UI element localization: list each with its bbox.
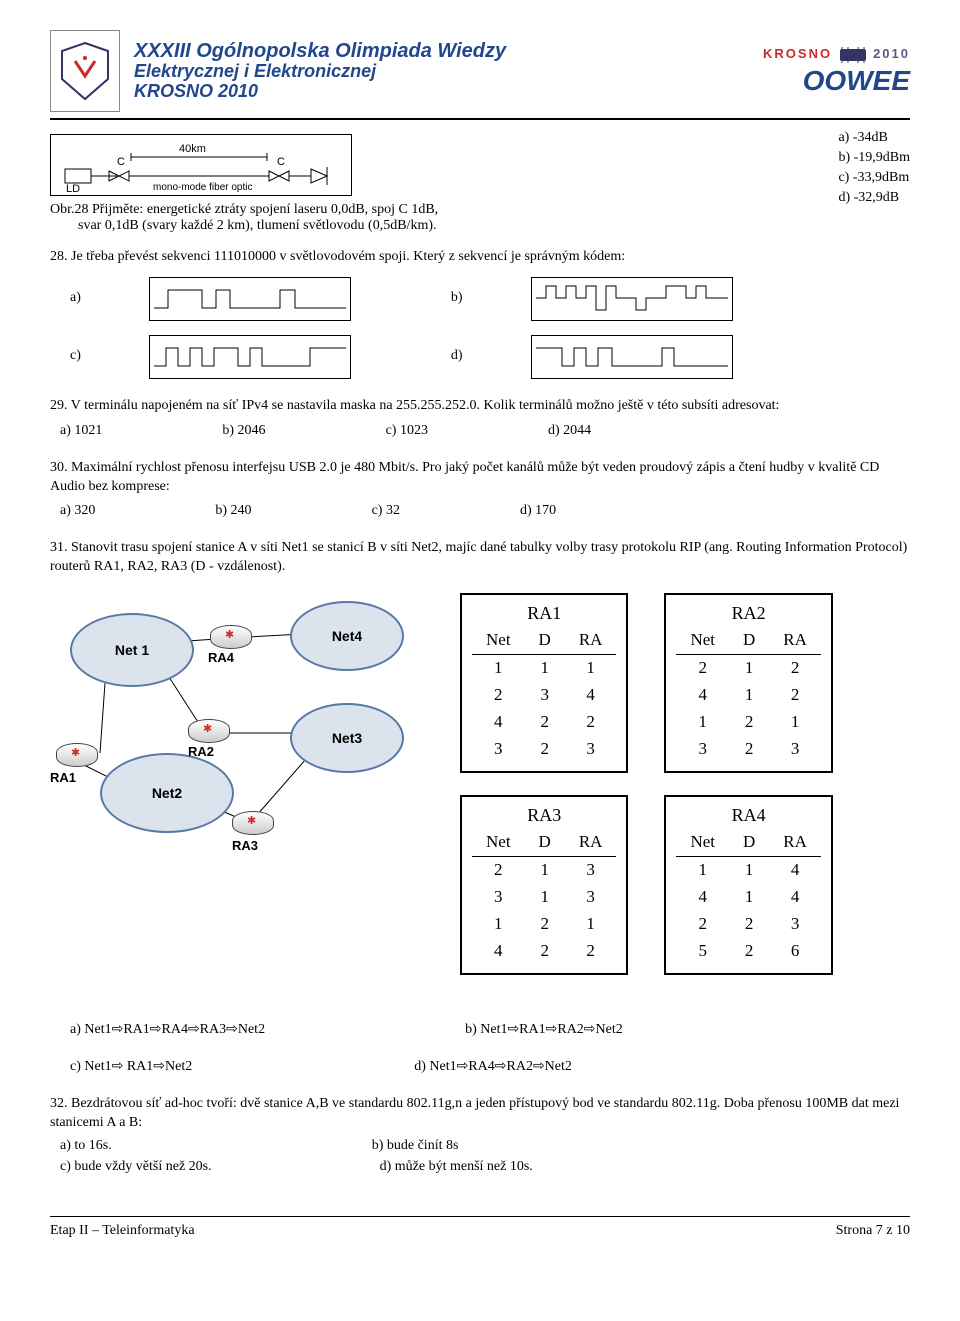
waveform-a xyxy=(149,277,351,321)
routing-table-ra4: RA4 NetDRA 114 414 223 526 xyxy=(664,795,832,975)
ra3-label: RA3 xyxy=(232,837,258,855)
krosno-label: KROSNO xyxy=(763,46,832,61)
q28-text: 28. Je třeba převést sekvenci 111010000 … xyxy=(50,248,910,267)
q29-opt-d: d) 2044 xyxy=(548,422,591,441)
waveform-b xyxy=(531,277,733,321)
q28-opt-c-label: c) xyxy=(70,347,81,366)
rt-title-ra2: RA2 xyxy=(676,601,820,627)
q28-opt-a-label: a) xyxy=(70,289,81,308)
net3-cloud: Net3 xyxy=(290,703,404,773)
svg-text:LD: LD xyxy=(66,183,80,195)
q31-opt-a: a) Net1⇨RA1⇨RA4⇨RA3⇨Net2 xyxy=(70,1021,265,1040)
q28-opt-b-label: b) xyxy=(451,289,463,308)
network-topology-diagram: Net 1 Net4 Net2 Net3 RA4 RA2 RA3 RA1 xyxy=(50,593,420,873)
question-29: 29. V terminálu napojeném na síť IPv4 se… xyxy=(50,397,910,441)
page-footer: Etap II – Teleinformatyka Strona 7 z 10 xyxy=(50,1216,910,1239)
obr28-block: C 40km mono-mode fiber optic C LD Obr.2 xyxy=(50,134,910,234)
competition-title: XXXIII Ogólnopolska Olimpiada Wiedzy Ele… xyxy=(134,40,749,102)
routing-tables-group: RA1 NetDRA 111 234 422 323 RA2 NetDRA xyxy=(460,593,833,997)
q32-opt-b: b) bude činít 8s xyxy=(372,1137,459,1156)
footer-left: Etap II – Teleinformatyka xyxy=(50,1223,195,1239)
title-line-1: XXXIII Ogólnopolska Olimpiada Wiedzy xyxy=(134,40,749,62)
routing-table-ra2: RA2 NetDRA 212 412 121 323 xyxy=(664,593,832,773)
waveform-d xyxy=(531,335,733,379)
q31-opt-d: d) Net1⇨RA4⇨RA2⇨Net2 xyxy=(414,1058,572,1077)
q29-opt-b: b) 2046 xyxy=(222,422,265,441)
svg-text:C: C xyxy=(277,156,285,168)
router-ra4 xyxy=(210,625,252,649)
q32-text: 32. Bezdrátovou síť ad-hoc tvoří: dvě st… xyxy=(50,1095,910,1133)
ra4-label: RA4 xyxy=(208,649,234,667)
badge-icon xyxy=(60,41,110,101)
question-31: 31. Stanovit trasu spojení stanice A v s… xyxy=(50,539,910,1077)
q30-opt-a: a) 320 xyxy=(60,502,95,521)
q29-opt-c: c) 1023 xyxy=(386,422,428,441)
obr28-opt-c: c) -33,9dBm xyxy=(838,170,910,186)
svg-text:mono-mode fiber optic: mono-mode fiber optic xyxy=(153,182,253,193)
q32-opt-a: a) to 16s. xyxy=(60,1137,112,1156)
router-ra3 xyxy=(232,811,274,835)
obr28-opt-b: b) -19,9dBm xyxy=(838,150,910,166)
q31-text: 31. Stanovit trasu spojení stanice A v s… xyxy=(50,539,910,577)
routing-table-ra3: RA3 NetDRA 213 313 121 422 xyxy=(460,795,628,975)
q32-opt-c: c) bude vždy větší než 20s. xyxy=(60,1158,212,1177)
q32-opt-d: d) může být menší než 10s. xyxy=(380,1158,533,1177)
footer-right: Strona 7 z 10 xyxy=(836,1223,910,1239)
router-ra1 xyxy=(56,743,98,767)
obr28-caption-line1: Obr.28 Přijměte: energetické ztráty spoj… xyxy=(50,202,808,218)
q30-opt-d: d) 170 xyxy=(520,502,556,521)
router-ra2 xyxy=(188,719,230,743)
rt-title-ra3: RA3 xyxy=(472,803,616,829)
title-line-3: KROSNO 2010 xyxy=(134,82,749,102)
rt-title-ra1: RA1 xyxy=(472,601,616,627)
obr28-answers: a) -34dB b) -19,9dBm c) -33,9dBm d) -32,… xyxy=(838,130,910,206)
fiber-optic-diagram: C 40km mono-mode fiber optic C LD xyxy=(50,134,352,196)
chip-icon xyxy=(836,45,870,65)
header-right-logo: KROSNO 2010 OOWEE xyxy=(763,45,910,97)
q30-opt-b: b) 240 xyxy=(215,502,251,521)
obr28-opt-d: d) -32,9dB xyxy=(838,190,910,206)
obr28-caption-line2: svar 0,1dB (svary každé 2 km), tlumení s… xyxy=(78,218,808,234)
oowee-logo-text: OOWEE xyxy=(763,65,910,97)
svg-text:C: C xyxy=(117,156,125,168)
svg-text:40km: 40km xyxy=(179,143,206,155)
q30-opt-c: c) 32 xyxy=(372,502,400,521)
ra1-label: RA1 xyxy=(50,769,76,787)
routing-table-ra1: RA1 NetDRA 111 234 422 323 xyxy=(460,593,628,773)
net1-cloud: Net 1 xyxy=(70,613,194,687)
page-header: XXXIII Ogólnopolska Olimpiada Wiedzy Ele… xyxy=(50,30,910,120)
q31-opt-c: c) Net1⇨ RA1⇨Net2 xyxy=(70,1058,192,1077)
school-badge xyxy=(50,30,120,112)
q29-text: 29. V terminálu napojeném na síť IPv4 se… xyxy=(50,397,910,416)
obr28-opt-a: a) -34dB xyxy=(838,130,910,146)
year-label: 2010 xyxy=(873,46,910,61)
q30-text: 30. Maximální rychlost přenosu interfejs… xyxy=(50,459,910,497)
net4-cloud: Net4 xyxy=(290,601,404,671)
title-line-2: Elektrycznej i Elektronicznej xyxy=(134,62,749,82)
q31-opt-b: b) Net1⇨RA1⇨RA2⇨Net2 xyxy=(465,1021,623,1040)
rt-title-ra4: RA4 xyxy=(676,803,820,829)
question-28: 28. Je třeba převést sekvenci 111010000 … xyxy=(50,248,910,379)
ra2-label: RA2 xyxy=(188,743,214,761)
waveform-c xyxy=(149,335,351,379)
net2-cloud: Net2 xyxy=(100,753,234,833)
q28-opt-d-label: d) xyxy=(451,347,463,366)
q29-opt-a: a) 1021 xyxy=(60,422,102,441)
question-30: 30. Maximální rychlost přenosu interfejs… xyxy=(50,459,910,522)
question-32: 32. Bezdrátovou síť ad-hoc tvoří: dvě st… xyxy=(50,1095,910,1177)
